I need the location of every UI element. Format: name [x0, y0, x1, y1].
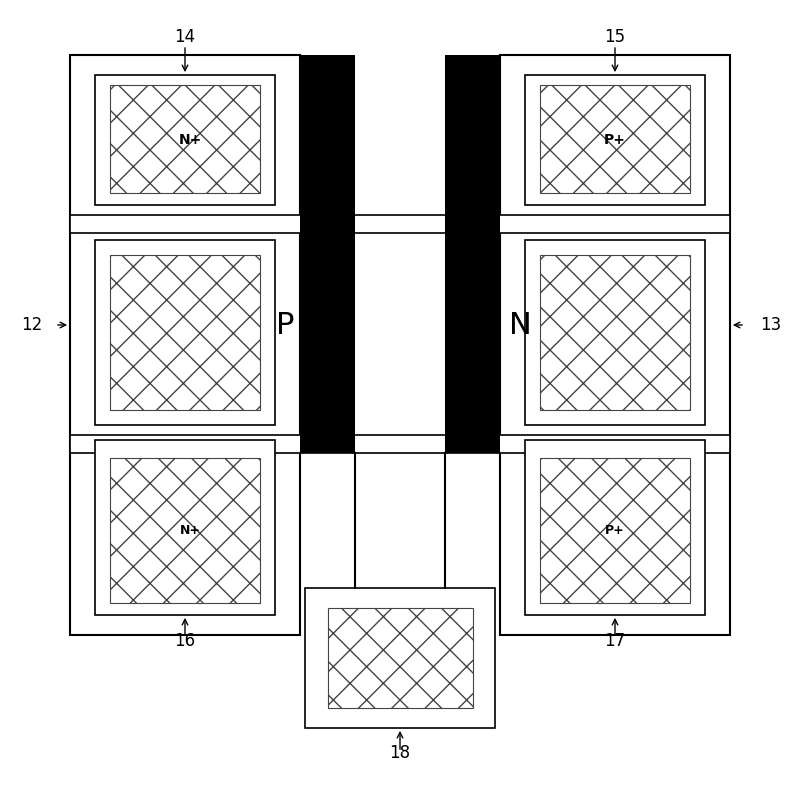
Text: P+: P+ — [604, 133, 626, 147]
Bar — [525, 240, 705, 425]
Bar — [540, 255, 690, 410]
Bar — [540, 458, 690, 603]
Bar — [110, 458, 260, 603]
Bar — [70, 215, 730, 233]
Bar — [95, 240, 275, 425]
Bar — [328, 608, 473, 708]
Bar — [445, 55, 500, 453]
Bar — [305, 588, 495, 728]
Text: 14: 14 — [174, 28, 195, 46]
Bar — [110, 85, 260, 193]
Bar — [500, 55, 730, 635]
Bar — [70, 435, 730, 453]
Text: 12: 12 — [21, 316, 42, 334]
Text: 13: 13 — [760, 316, 782, 334]
Bar — [300, 55, 355, 453]
Text: 18: 18 — [390, 744, 410, 762]
Text: N+: N+ — [178, 133, 202, 147]
Bar — [95, 440, 275, 615]
Bar — [540, 85, 690, 193]
Bar — [525, 75, 705, 205]
Bar — [525, 440, 705, 615]
Text: N+: N+ — [179, 523, 201, 537]
Bar — [70, 55, 300, 635]
Bar — [95, 75, 275, 205]
Text: P: P — [276, 310, 294, 340]
Text: 17: 17 — [605, 632, 626, 650]
Text: 15: 15 — [605, 28, 626, 46]
Text: 16: 16 — [174, 632, 195, 650]
Text: P+: P+ — [605, 523, 625, 537]
Text: N: N — [509, 310, 531, 340]
Bar — [110, 255, 260, 410]
